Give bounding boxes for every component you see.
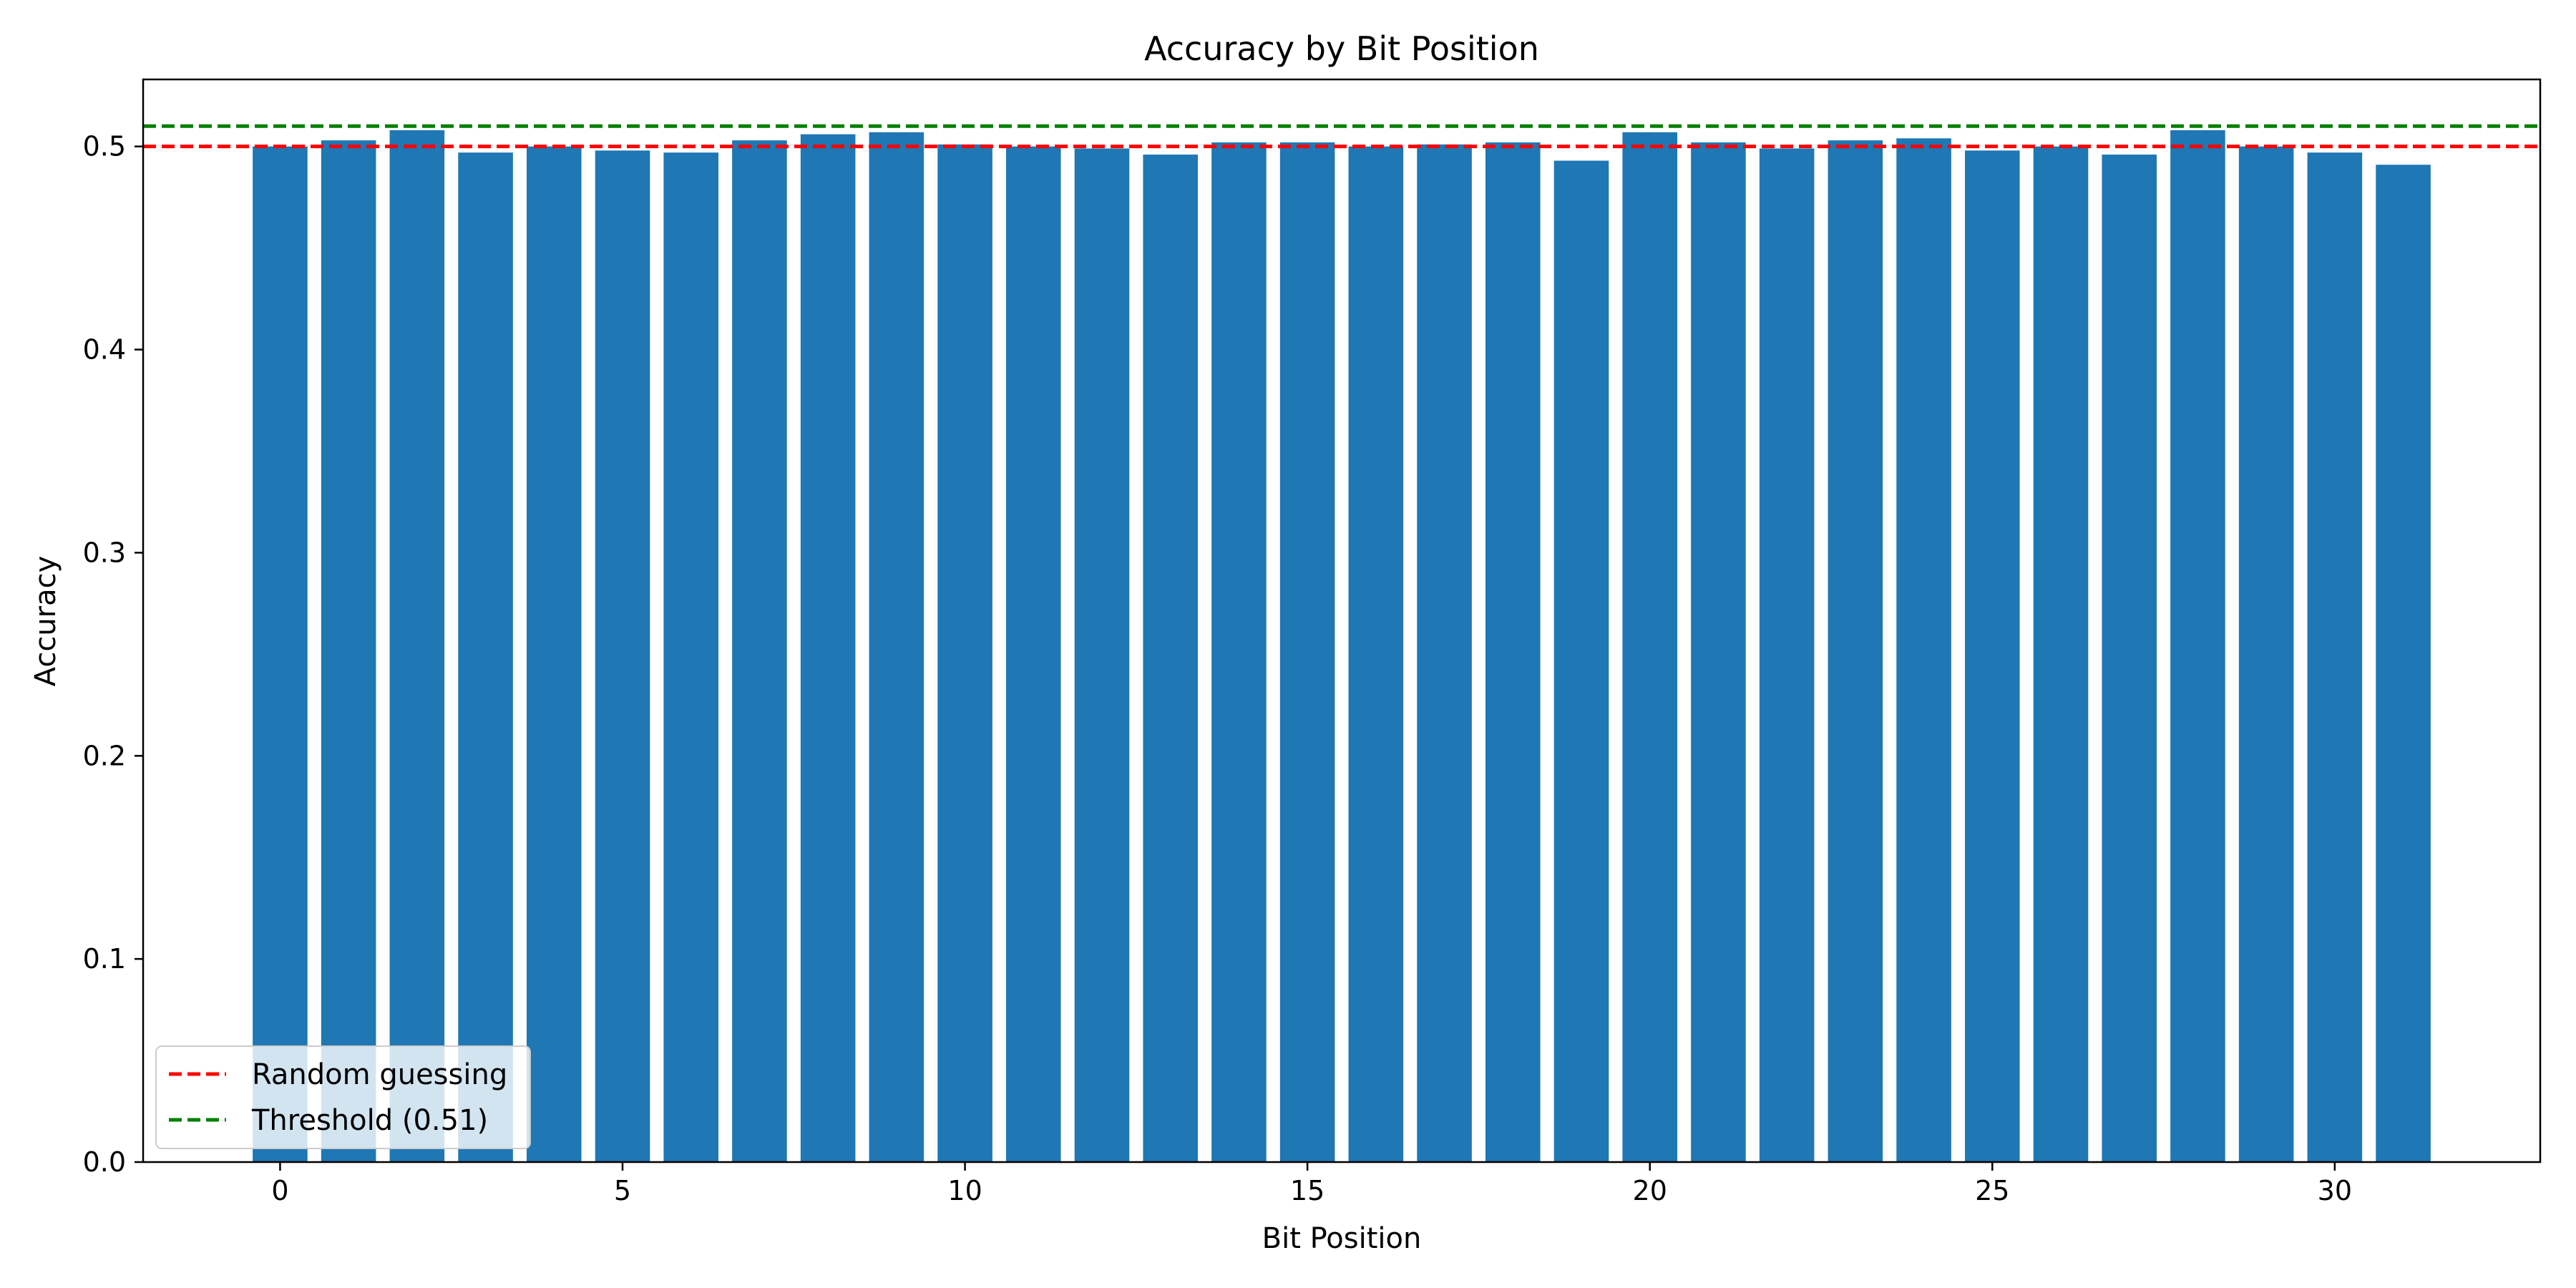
y-axis-label: Accuracy	[29, 556, 62, 687]
x-tick-label: 20	[1633, 1175, 1667, 1206]
bar-bit-20	[1622, 132, 1677, 1162]
x-tick-label: 25	[1975, 1175, 2009, 1206]
bar-bit-30	[2307, 152, 2363, 1162]
bar-bit-22	[1759, 148, 1815, 1163]
bar-bit-27	[2102, 155, 2157, 1162]
bar-bit-17	[1417, 144, 1472, 1162]
bar-bit-18	[1485, 142, 1541, 1162]
y-tick-label: 0.1	[83, 943, 126, 975]
bar-bit-2	[389, 130, 445, 1163]
bar-bit-12	[1074, 148, 1130, 1163]
x-tick-label: 5	[614, 1175, 631, 1206]
bar-bit-5	[595, 150, 650, 1162]
bar-bit-25	[1965, 150, 2020, 1162]
bar-bit-28	[2170, 130, 2225, 1163]
bar-bit-24	[1896, 138, 1951, 1163]
bar-bit-13	[1143, 155, 1198, 1162]
bar-bit-0	[253, 146, 308, 1162]
bar-bit-31	[2376, 165, 2431, 1162]
legend-label-random-guessing: Random guessing	[252, 1058, 507, 1091]
plot-frame	[142, 78, 2542, 1163]
bar-bit-21	[1691, 142, 1746, 1162]
bars	[253, 130, 2431, 1163]
legend-label-threshold: Threshold (0.51)	[251, 1104, 488, 1137]
bar-bit-14	[1211, 142, 1267, 1162]
bar-bit-9	[869, 132, 924, 1162]
x-tick-label: 10	[947, 1175, 982, 1206]
x-tick-label: 0	[271, 1175, 288, 1206]
bar-bit-16	[1348, 146, 1404, 1162]
bar-bit-19	[1553, 160, 1609, 1163]
reference-lines	[143, 124, 2540, 149]
bar-bit-26	[2033, 146, 2089, 1162]
chart-title: Accuracy by Bit Position	[1144, 29, 1539, 68]
bar-bit-7	[732, 140, 787, 1163]
bar-bit-3	[458, 152, 513, 1162]
x-axis-label: Bit Position	[1262, 1222, 1422, 1255]
legend-box	[155, 1045, 531, 1149]
bar-bit-23	[1828, 140, 1883, 1163]
bar-bit-10	[937, 144, 992, 1162]
bar-bit-15	[1279, 142, 1335, 1162]
x-tick-label: 15	[1290, 1175, 1324, 1206]
x-axis-ticks: 0 5 10 15 20 25 30	[271, 1162, 2352, 1206]
bar-bit-8	[800, 134, 856, 1162]
bar-bit-11	[1006, 146, 1061, 1162]
y-tick-label: 0.0	[83, 1146, 126, 1178]
bar-bit-1	[321, 140, 376, 1163]
y-axis-ticks: 0.0 0.1 0.2 0.3 0.4 0.5	[83, 131, 143, 1178]
y-tick-label: 0.4	[83, 334, 126, 366]
y-tick-label: 0.2	[83, 740, 126, 771]
bar-bit-29	[2238, 146, 2294, 1162]
legend: Random guessing Threshold (0.51)	[155, 1045, 531, 1149]
bar-bit-6	[663, 152, 718, 1162]
y-tick-label: 0.5	[83, 131, 126, 162]
bar-bit-4	[527, 146, 582, 1162]
x-tick-label: 30	[2318, 1175, 2352, 1206]
y-tick-label: 0.3	[83, 537, 126, 568]
